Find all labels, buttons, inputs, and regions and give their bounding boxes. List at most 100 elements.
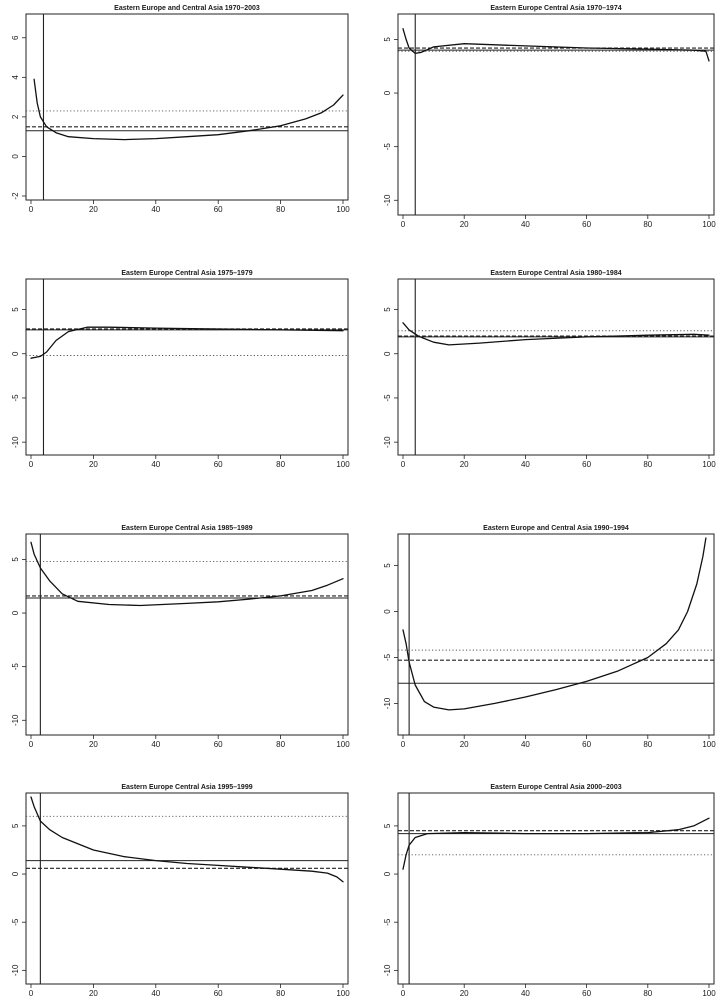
x-tick-label: 40 — [521, 989, 530, 996]
x-tick-label: 40 — [151, 740, 160, 749]
y-tick-label: 0 — [383, 609, 392, 614]
panel-title: Eastern Europe Central Asia 1975–1979 — [121, 270, 252, 277]
estimate-curve — [33, 78, 344, 141]
x-tick-label: 100 — [336, 205, 350, 214]
y-tick-label: 0 — [383, 90, 392, 95]
x-tick-label: 40 — [521, 740, 530, 749]
x-tick-label: 100 — [336, 989, 350, 996]
estimate-curve — [402, 817, 710, 870]
y-tick-label: -10 — [11, 964, 20, 976]
panel-7: Eastern Europe Central Asia 1995–1999 0 20… — [11, 784, 350, 996]
x-tick-label: 80 — [643, 460, 652, 469]
x-tick-label: 0 — [401, 460, 406, 469]
y-tick-label: -10 — [383, 194, 392, 206]
x-tick-label: 100 — [336, 740, 350, 749]
x-tick-label: 20 — [460, 740, 469, 749]
panel-title: Eastern Europe and Central Asia 1970–200… — [114, 5, 260, 12]
y-tick-label: -5 — [11, 663, 20, 671]
x-tick-label: 0 — [401, 989, 406, 996]
x-tick-label: 0 — [29, 740, 34, 749]
plot-frame — [397, 533, 715, 736]
y-tick-label: 0 — [383, 351, 392, 356]
y-tick-label: -10 — [383, 436, 392, 448]
x-tick-label: 60 — [582, 220, 591, 229]
x-tick-label: 100 — [702, 989, 716, 996]
y-tick-label: -10 — [383, 697, 392, 709]
x-tick-label: 60 — [214, 205, 223, 214]
x-tick-label: 40 — [151, 460, 160, 469]
x-tick-label: 20 — [89, 989, 98, 996]
plot-frame — [397, 13, 715, 216]
panel-5: Eastern Europe Central Asia 1985–1989 0 20… — [11, 525, 350, 749]
x-tick-label: 20 — [89, 740, 98, 749]
x-tick-label: 20 — [460, 220, 469, 229]
x-tick-label: 40 — [521, 220, 530, 229]
x-tick-label: 20 — [89, 205, 98, 214]
x-tick-label: 0 — [29, 205, 34, 214]
estimate-curve — [30, 541, 344, 607]
estimate-curve — [402, 537, 707, 711]
y-tick-label: -5 — [383, 394, 392, 402]
x-tick-label: 0 — [401, 740, 406, 749]
x-tick-label: 80 — [276, 460, 285, 469]
y-tick-label: 0 — [11, 351, 20, 356]
x-tick-label: 60 — [582, 989, 591, 996]
y-tick-label: 5 — [11, 557, 20, 562]
panel-3: Eastern Europe Central Asia 1975–1979 0 20… — [11, 270, 350, 469]
y-tick-label: -5 — [383, 653, 392, 661]
estimate-curve — [402, 322, 710, 346]
y-tick-label: 5 — [383, 563, 392, 568]
y-tick-label: 0 — [11, 154, 20, 159]
x-tick-label: 20 — [460, 989, 469, 996]
x-tick-label: 20 — [460, 460, 469, 469]
panel-title: Eastern Europe Central Asia 1985–1989 — [121, 525, 252, 532]
plot-frame — [25, 278, 349, 456]
y-tick-label: -10 — [383, 964, 392, 976]
x-tick-label: 0 — [401, 220, 406, 229]
x-tick-label: 80 — [276, 740, 285, 749]
x-tick-label: 80 — [276, 989, 285, 996]
y-tick-label: -2 — [11, 192, 20, 200]
y-tick-label: 0 — [11, 610, 20, 615]
x-tick-label: 60 — [214, 460, 223, 469]
estimate-curve — [402, 28, 710, 62]
plot-frame — [397, 792, 715, 985]
y-tick-label: 5 — [383, 37, 392, 42]
x-tick-label: 0 — [29, 989, 34, 996]
y-tick-label: -5 — [11, 394, 20, 402]
panel-2: Eastern Europe Central Asia 1970–1974 0 20… — [383, 5, 716, 229]
plot-frame — [25, 13, 349, 201]
panel-title: Eastern Europe Central Asia 2000–2003 — [490, 784, 621, 791]
y-tick-label: 5 — [383, 823, 392, 828]
y-tick-label: -5 — [11, 918, 20, 926]
x-tick-label: 60 — [582, 740, 591, 749]
x-tick-label: 60 — [582, 460, 591, 469]
plot-frame — [25, 533, 349, 736]
estimate-curve — [30, 796, 344, 883]
plot-frame — [25, 792, 349, 985]
panel-1: Eastern Europe and Central Asia 1970–200… — [11, 5, 350, 214]
y-tick-label: 6 — [11, 35, 20, 40]
panel-4: Eastern Europe Central Asia 1980–1984 0 20… — [383, 270, 716, 469]
x-tick-label: 80 — [643, 989, 652, 996]
x-tick-label: 100 — [702, 220, 716, 229]
x-tick-label: 100 — [702, 740, 716, 749]
panel-title: Eastern Europe and Central Asia 1990–199… — [483, 525, 629, 532]
y-tick-label: 5 — [383, 307, 392, 312]
panel-6: Eastern Europe and Central Asia 1990–199… — [383, 525, 716, 749]
y-tick-label: -5 — [383, 143, 392, 151]
y-tick-label: -10 — [11, 714, 20, 726]
x-tick-label: 20 — [89, 460, 98, 469]
x-tick-label: 60 — [214, 740, 223, 749]
x-tick-label: 0 — [29, 460, 34, 469]
plot-frame — [397, 278, 715, 456]
panel-title: Eastern Europe Central Asia 1970–1974 — [490, 5, 621, 12]
x-tick-label: 80 — [643, 740, 652, 749]
x-tick-label: 100 — [336, 460, 350, 469]
x-tick-label: 80 — [643, 220, 652, 229]
x-tick-label: 40 — [151, 989, 160, 996]
y-tick-label: 0 — [383, 871, 392, 876]
y-tick-label: 5 — [11, 307, 20, 312]
x-tick-label: 80 — [276, 205, 285, 214]
